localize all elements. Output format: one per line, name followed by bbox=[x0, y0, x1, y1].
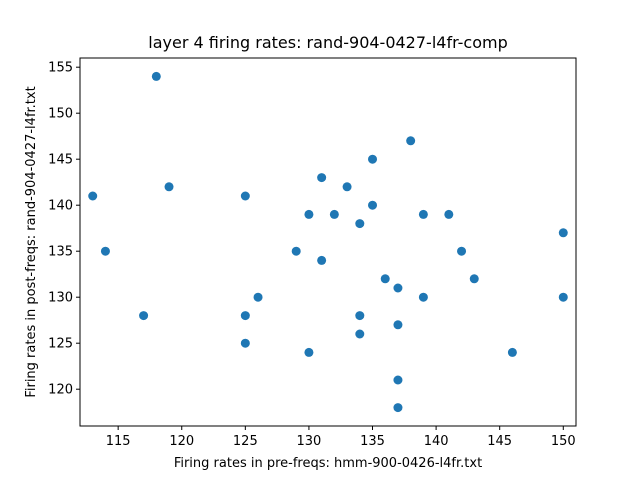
data-point bbox=[151, 71, 161, 81]
plot-frame bbox=[79, 57, 577, 427]
data-point bbox=[355, 219, 365, 229]
y-axis-label: Firing rates in post-freqs: rand-904-042… bbox=[24, 86, 39, 397]
data-point bbox=[507, 347, 517, 357]
data-point bbox=[317, 173, 327, 183]
x-axis-label: Firing rates in pre-freqs: hmm-900-0426-… bbox=[174, 456, 482, 471]
y-tick-label: 120 bbox=[48, 383, 73, 398]
x-tick-label: 140 bbox=[424, 434, 449, 449]
y-tick-label: 125 bbox=[48, 337, 73, 352]
data-point bbox=[355, 329, 365, 339]
y-tick-label: 135 bbox=[48, 245, 73, 260]
data-point bbox=[88, 191, 98, 201]
data-point bbox=[368, 154, 378, 164]
data-point bbox=[380, 274, 390, 284]
y-axis-ticks: 120 125 130 135 140 145 150 155 bbox=[48, 61, 80, 398]
data-point bbox=[444, 209, 454, 219]
data-point bbox=[406, 136, 416, 146]
y-tick-label: 140 bbox=[48, 199, 73, 214]
data-point bbox=[418, 209, 428, 219]
x-tick-label: 145 bbox=[487, 434, 512, 449]
data-point bbox=[558, 292, 568, 302]
data-point bbox=[240, 191, 250, 201]
data-point bbox=[393, 283, 403, 293]
x-tick-label: 130 bbox=[297, 434, 322, 449]
data-point bbox=[355, 311, 365, 321]
data-point bbox=[139, 311, 149, 321]
x-axis-ticks: 115 120 125 130 135 140 145 150 bbox=[106, 426, 576, 449]
data-point bbox=[393, 320, 403, 330]
chart-title: layer 4 firing rates: rand-904-0427-l4fr… bbox=[148, 33, 507, 52]
x-tick-label: 150 bbox=[551, 434, 576, 449]
data-points bbox=[88, 71, 568, 413]
data-point bbox=[368, 200, 378, 210]
data-point bbox=[304, 209, 314, 219]
data-point bbox=[469, 274, 479, 284]
x-tick-label: 115 bbox=[106, 434, 131, 449]
data-point bbox=[558, 228, 568, 238]
data-point bbox=[329, 209, 339, 219]
data-point bbox=[304, 347, 314, 357]
data-point bbox=[164, 182, 174, 192]
y-tick-label: 130 bbox=[48, 291, 73, 306]
data-point bbox=[240, 338, 250, 348]
y-tick-label: 150 bbox=[48, 107, 73, 122]
data-point bbox=[240, 311, 250, 321]
data-point bbox=[393, 403, 403, 413]
data-point bbox=[393, 375, 403, 385]
data-point bbox=[342, 182, 352, 192]
data-point bbox=[317, 255, 327, 265]
y-tick-label: 155 bbox=[48, 61, 73, 76]
data-point bbox=[291, 246, 301, 256]
x-tick-label: 120 bbox=[169, 434, 194, 449]
data-point bbox=[457, 246, 467, 256]
x-tick-label: 125 bbox=[233, 434, 258, 449]
data-point bbox=[418, 292, 428, 302]
x-tick-label: 135 bbox=[360, 434, 385, 449]
data-point bbox=[253, 292, 263, 302]
data-point bbox=[100, 246, 110, 256]
y-tick-label: 145 bbox=[48, 153, 73, 168]
